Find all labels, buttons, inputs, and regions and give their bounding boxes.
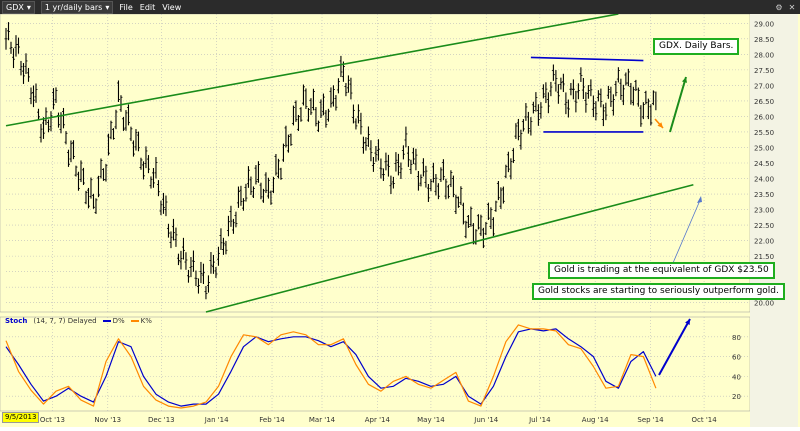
menu-edit[interactable]: Edit [140,3,156,12]
stoch-panel [0,317,750,411]
legend-d: D% [103,317,125,325]
period-dropdown[interactable]: 1 yr/daily bars ▾ [41,1,114,14]
menu-file[interactable]: File [119,3,132,12]
stoch-params: (14, 7, 7) Delayed [33,317,96,325]
y-tick-label: 24.00 [754,176,774,184]
close-icon[interactable]: ✕ [787,2,797,12]
y-tick-label: 23.00 [754,207,774,215]
stoch-tick-label: 40 [732,373,741,381]
x-tick-label: Oct '14 [691,416,717,424]
y-tick-label: 26.00 [754,113,774,121]
y-tick-label: 29.00 [754,20,774,28]
y-tick-label: 23.50 [754,191,774,199]
y-tick-label: 24.50 [754,160,774,168]
y-tick-label: 21.50 [754,253,774,261]
y-tick-label: 22.00 [754,238,774,246]
x-tick-label: Sep '14 [637,416,664,424]
x-tick-label: Oct '13 [40,416,65,424]
chevron-down-icon: ▾ [27,2,31,13]
stoch-tick-label: 60 [732,354,741,362]
x-tick-label: Dec '13 [148,416,175,424]
stoch-legend: Stoch (14, 7, 7) Delayed D% K% [5,317,152,325]
y-tick-label: 25.00 [754,144,774,152]
stoch-tick-label: 20 [732,393,741,401]
x-tick-label: Mar '14 [309,416,336,424]
symbol-label: GDX [6,2,24,13]
toolbar: GDX ▾ 1 yr/daily bars ▾ File Edit View ⚙… [0,0,800,14]
chart-svg: 20.0020.5021.0021.5022.0022.5023.0023.50… [0,14,800,427]
x-tick-label: Apr '14 [365,416,391,424]
period-label: 1 yr/daily bars [45,2,103,13]
y-tick-label: 25.50 [754,129,774,137]
y-tick-label: 20.00 [754,300,774,308]
x-tick-label: Aug '14 [582,416,609,424]
stoch-label: Stoch [5,317,27,325]
y-tick-label: 28.50 [754,36,774,44]
axis-strip [750,14,798,427]
y-tick-label: 26.50 [754,98,774,106]
note-callout-2: Gold stocks are starting to seriously ou… [532,283,785,300]
y-tick-label: 22.50 [754,222,774,230]
legend-k: K% [131,317,152,325]
y-tick-label: 27.50 [754,67,774,75]
stoch-tick-label: 80 [732,334,741,342]
settings-icon[interactable]: ⚙ [774,2,784,12]
chart-frame: 20.0020.5021.0021.5022.0022.5023.0023.50… [0,14,800,427]
note-callout-1: Gold is trading at the equivalent of GDX… [548,262,775,279]
y-tick-label: 27.00 [754,82,774,90]
x-tick-label: Jun '14 [473,416,499,424]
date-badge: 9/5/2013 [2,412,39,423]
y-tick-label: 28.00 [754,51,774,59]
x-tick-label: Jan '14 [204,416,229,424]
x-tick-label: May '14 [417,416,445,424]
x-tick-label: Feb '14 [259,416,285,424]
x-tick-label: Jul '14 [528,416,551,424]
chevron-down-icon: ▾ [105,2,109,13]
menu-view[interactable]: View [162,3,181,12]
x-tick-label: Nov '13 [94,416,121,424]
symbol-dropdown[interactable]: GDX ▾ [2,1,35,14]
title-callout: GDX. Daily Bars. [653,38,739,55]
